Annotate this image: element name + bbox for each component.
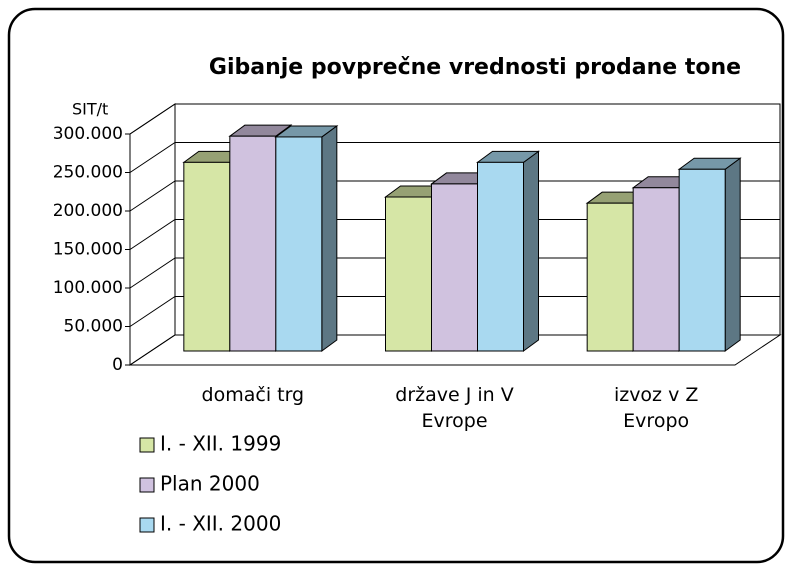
x-tick-label: izvoz v Z Evropo (613, 384, 699, 432)
legend-label: I. - XII. 1999 (160, 432, 281, 456)
bar-side (321, 124, 338, 352)
bar (632, 187, 680, 352)
x-tick-label: države J in V Evrope (395, 384, 514, 432)
y-tick-label: 300.000 (53, 124, 123, 144)
y-tick-label: 200.000 (53, 201, 123, 221)
bar (431, 183, 478, 352)
y-tick-label: 50.000 (64, 317, 123, 337)
legend-label: I. - XII. 2000 (160, 512, 281, 536)
grid-line (129, 296, 780, 327)
bar (477, 161, 524, 352)
bar (385, 196, 432, 352)
legend-swatch (139, 437, 155, 453)
bar-side (724, 157, 741, 352)
legend-swatch (139, 477, 155, 493)
grid-line (129, 334, 780, 366)
bar (275, 136, 323, 352)
bar-side (523, 150, 539, 352)
chart-title: Gibanje povprečne vrednosti prodane tone (209, 55, 741, 80)
y-tick-label: 0 (112, 355, 123, 375)
y-tick-label: 150.000 (53, 240, 123, 260)
x-tick-label: domači trg (201, 384, 305, 406)
bar (229, 135, 277, 352)
grid-line (129, 142, 780, 173)
bar (586, 202, 634, 352)
grid-line (129, 219, 780, 250)
y-unit: SIT/t (72, 100, 108, 119)
bar (678, 168, 726, 352)
grid-line (129, 257, 780, 289)
legend-swatch (139, 517, 155, 533)
y-tick-label: 250.000 (53, 163, 123, 183)
legend-label: Plan 2000 (160, 472, 260, 496)
grid-line (129, 180, 780, 212)
grid-line (129, 103, 780, 135)
y-tick-label: 100.000 (53, 278, 123, 298)
bar (183, 161, 231, 352)
